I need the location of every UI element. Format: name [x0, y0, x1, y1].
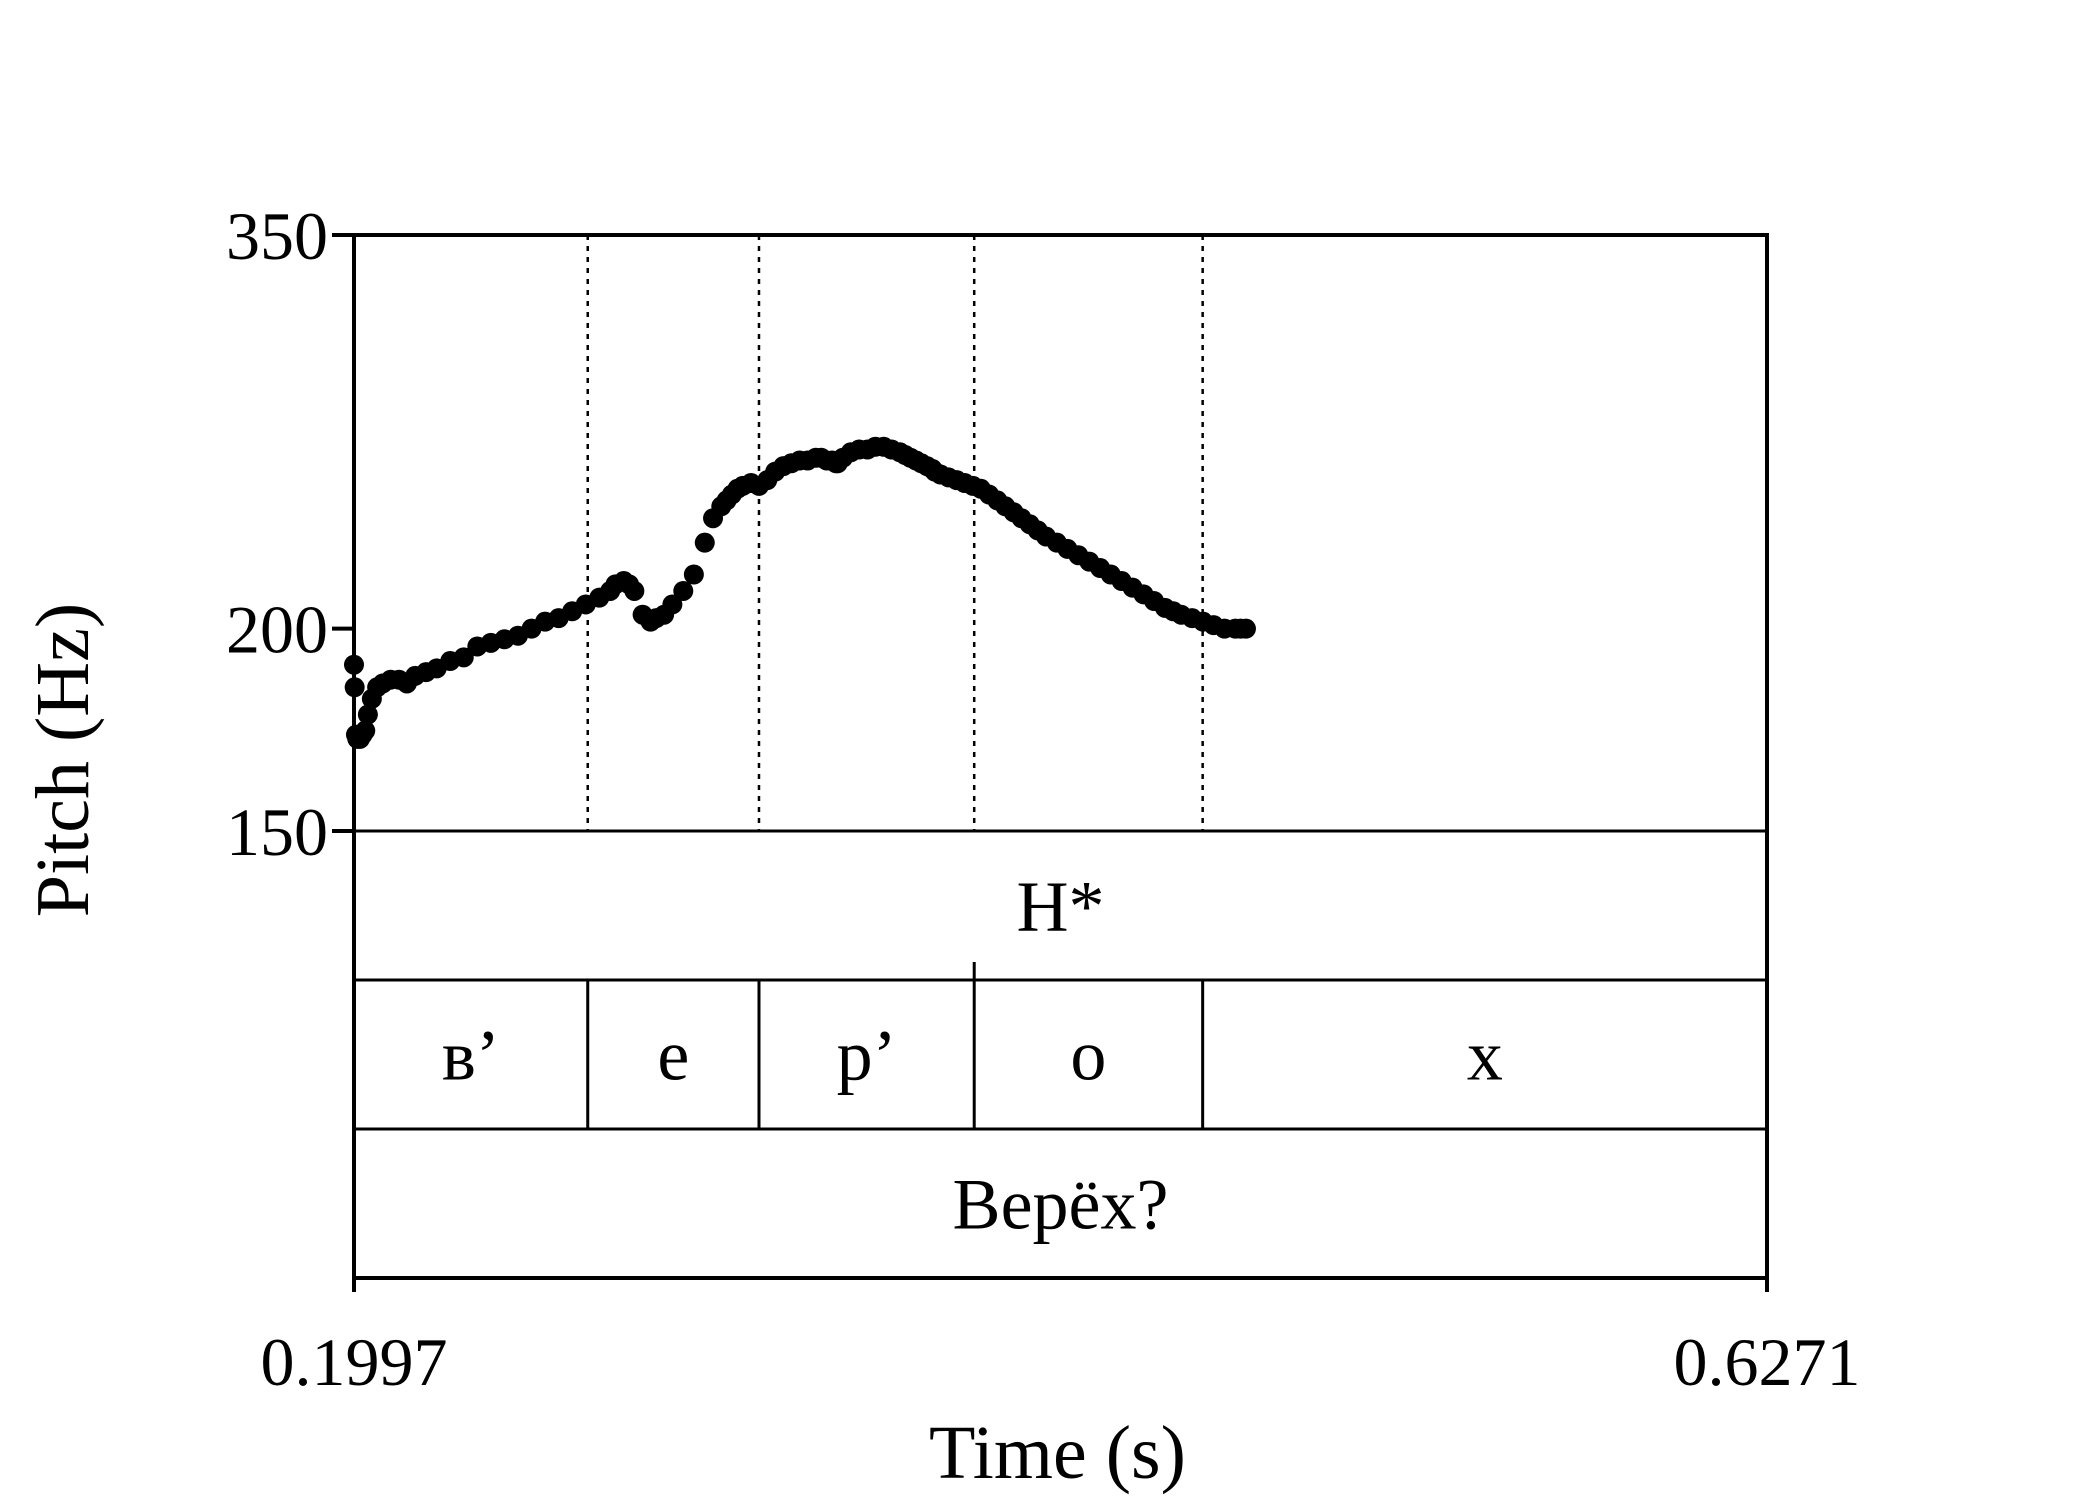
tier-1-interval-label-4: х — [1467, 1016, 1503, 1096]
tier-1-interval-label-0: в’ — [442, 1016, 500, 1096]
pitch-point — [673, 580, 694, 601]
tier-2-interval-label-0: Верёх? — [953, 1165, 1169, 1245]
tier-1-interval-label-3: о — [1070, 1016, 1106, 1096]
y-tick-label-150: 150 — [226, 794, 328, 870]
pitch-point — [355, 720, 376, 741]
tier-1-interval-label-1: е — [657, 1016, 689, 1096]
y-tick-label-200: 200 — [226, 592, 328, 668]
x-tick-label-start: 0.1997 — [261, 1324, 448, 1400]
x-tick-label-end: 0.6271 — [1674, 1324, 1861, 1400]
tier-0-interval-label-0: H* — [1017, 867, 1105, 947]
x-axis-title: Time (s) — [929, 1411, 1186, 1495]
pitch-point — [357, 704, 378, 725]
tier-1-interval-label-2: р’ — [837, 1016, 897, 1096]
y-axis-title: Pitch (Hz) — [21, 603, 105, 917]
pitch-point — [683, 564, 704, 585]
plot-frame — [352, 233, 1769, 1280]
pitch-point — [662, 594, 683, 615]
segment-boundary-lines — [586, 235, 1204, 831]
pitch-point — [694, 532, 715, 553]
pitch-point — [453, 647, 474, 668]
y-axis-ticks: 150 200 350 — [226, 198, 1769, 1292]
pitch-point — [624, 580, 645, 601]
pitch-series — [344, 436, 1256, 749]
y-tick-label-350: 350 — [226, 198, 328, 274]
annotation-tiers: H* в’ е р’ о х Верёх? — [354, 829, 1767, 1245]
pitch-point — [1235, 618, 1256, 639]
